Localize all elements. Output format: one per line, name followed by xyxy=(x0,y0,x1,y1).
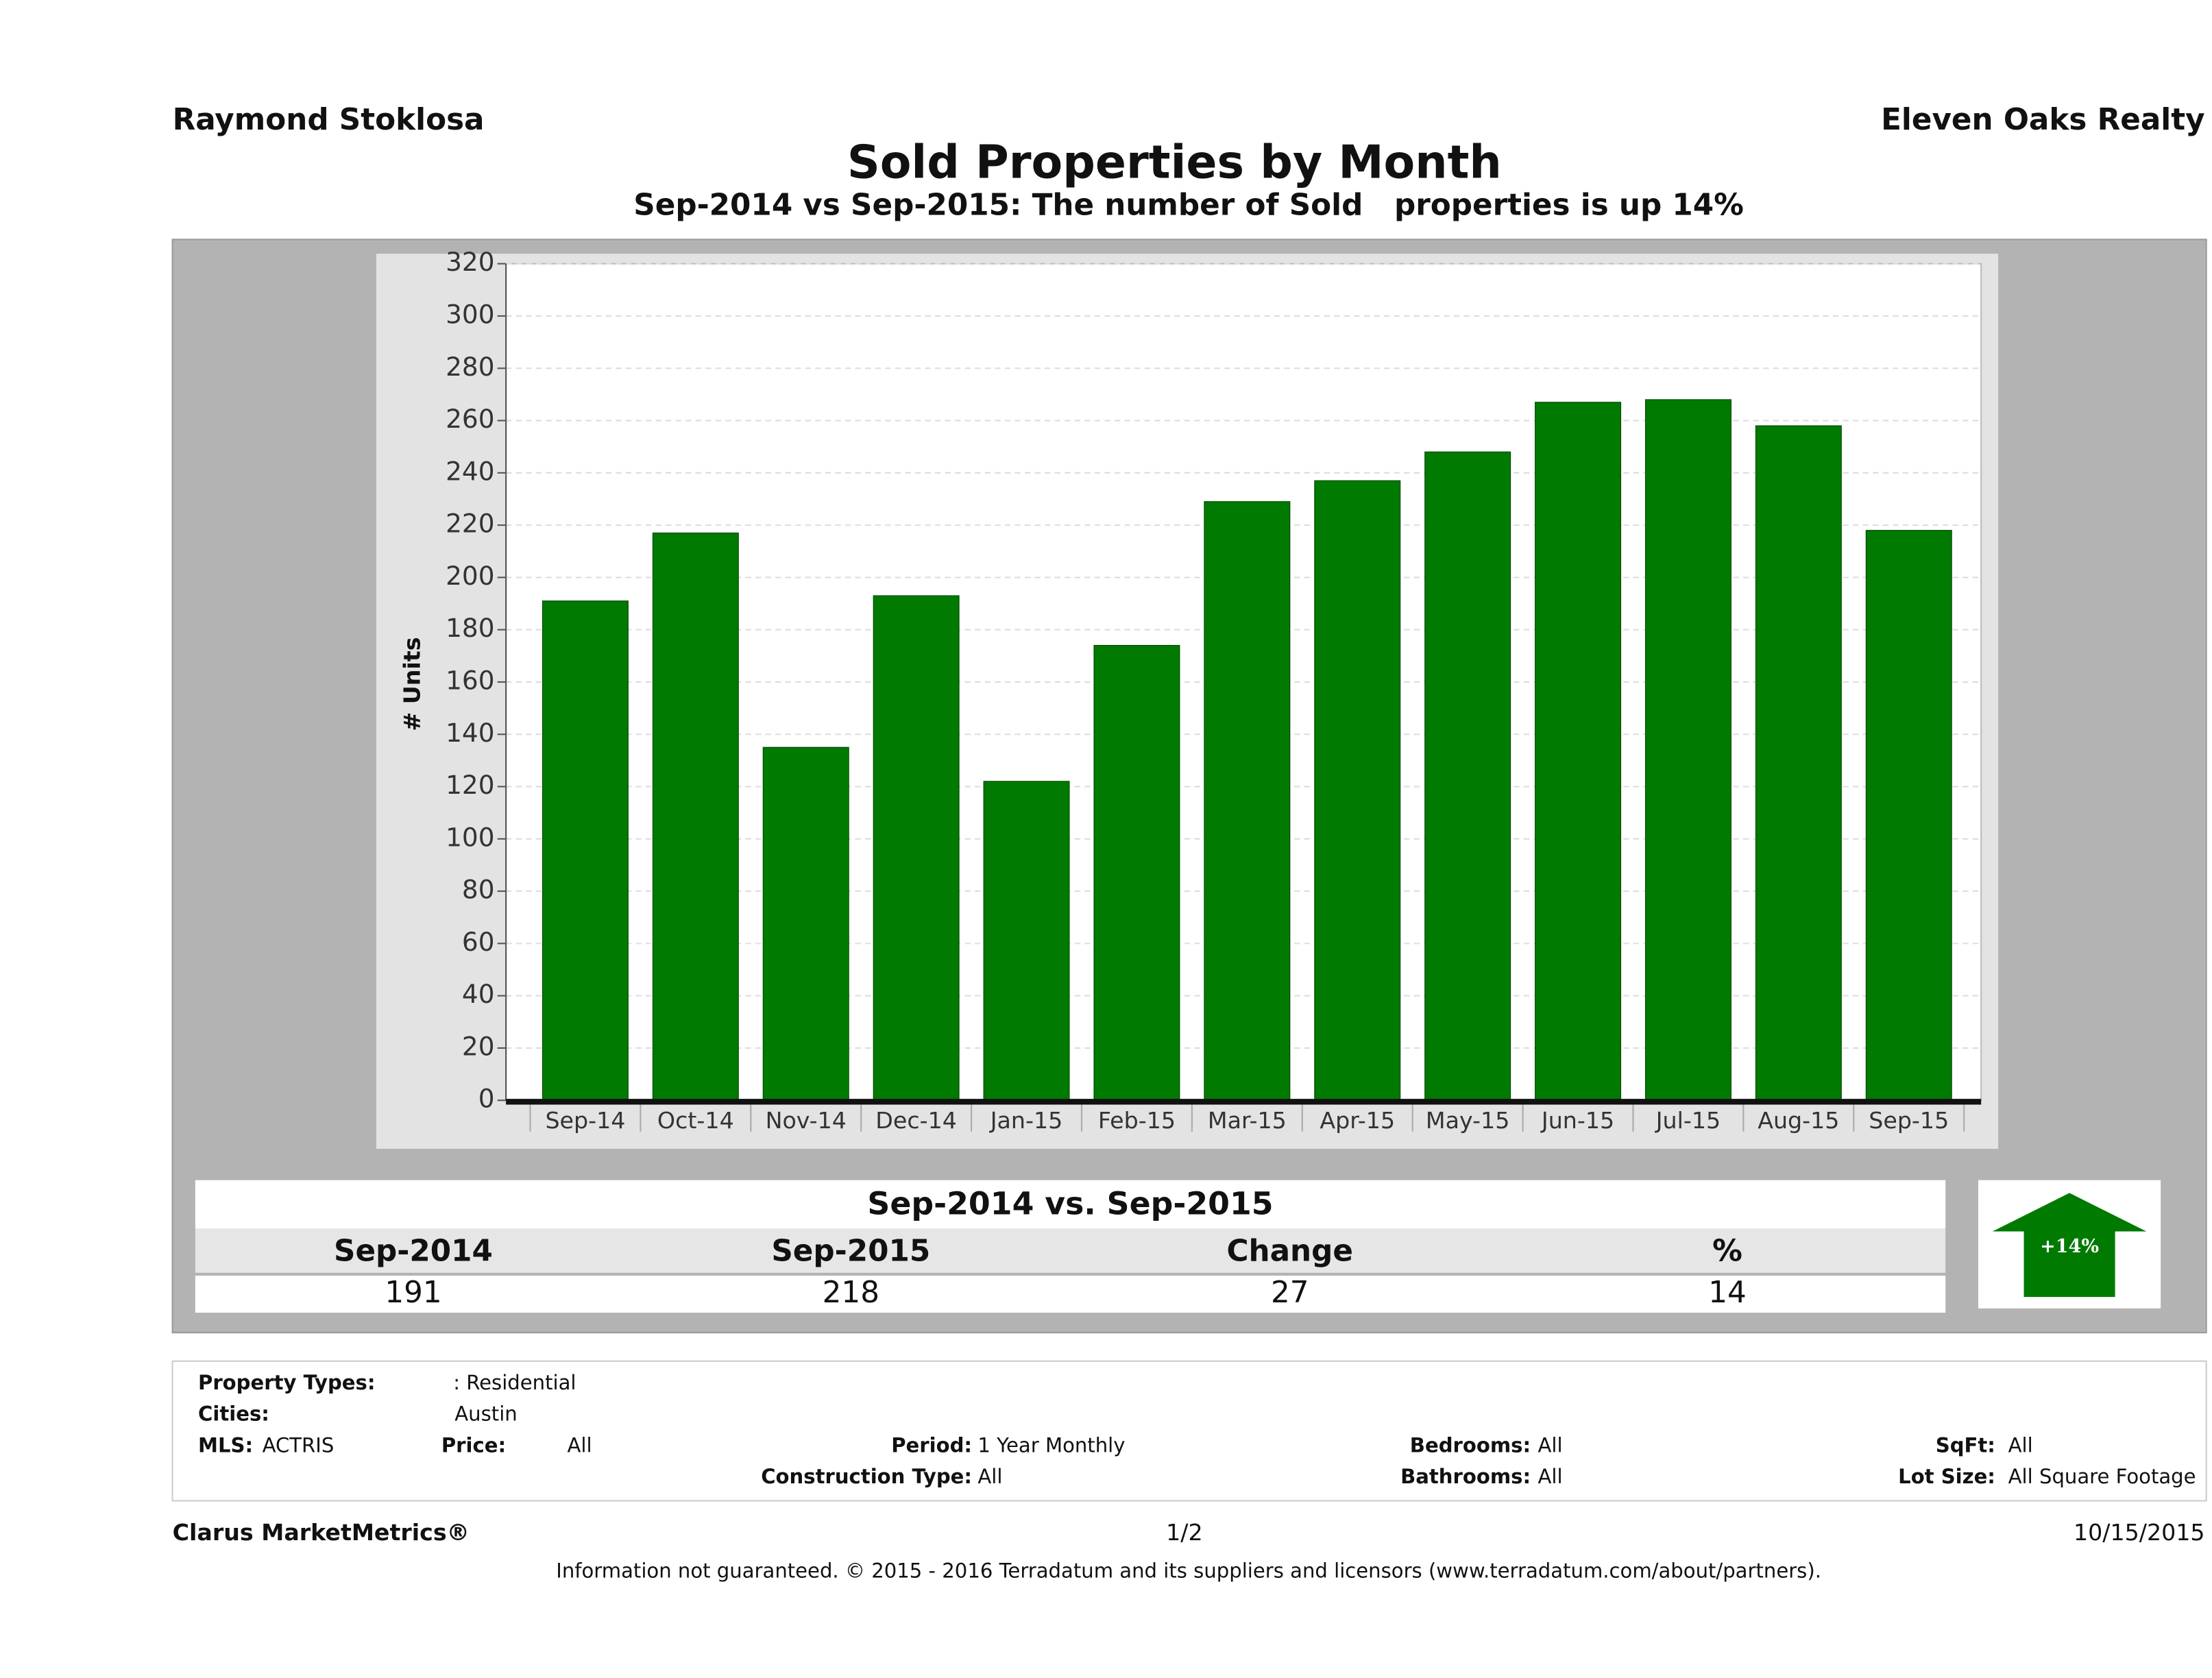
y-tick-label: 300 xyxy=(446,299,494,329)
filter-label: SqFt: xyxy=(1936,1433,1995,1457)
filter-value: All xyxy=(2008,1433,2033,1457)
filter-value: All xyxy=(1538,1433,1563,1457)
y-tick-label: 240 xyxy=(446,456,494,486)
y-tick-label: 20 xyxy=(462,1031,495,1061)
bar xyxy=(983,781,1070,1101)
summary-title-row xyxy=(195,1180,1946,1229)
x-tick-label: Apr-15 xyxy=(1320,1107,1395,1134)
y-tick-label: 0 xyxy=(478,1084,495,1114)
x-tick-label: Feb-15 xyxy=(1098,1107,1176,1134)
filter-value: All xyxy=(977,1465,1002,1488)
filter-label: Cities: xyxy=(198,1402,269,1426)
y-tick-label: 200 xyxy=(446,561,494,591)
footer-date: 10/15/2015 xyxy=(2074,1519,2205,1546)
footer-disclaimer: Information not guaranteed. © 2015 - 201… xyxy=(556,1559,1821,1582)
bar xyxy=(1644,399,1731,1101)
bar xyxy=(1755,425,1842,1101)
filter-value: All Square Footage xyxy=(2008,1465,2196,1488)
y-tick-label: 180 xyxy=(446,613,494,643)
y-tick-label: 80 xyxy=(462,875,495,905)
footer-page: 1/2 xyxy=(1166,1519,1203,1546)
chart-subtitle: Sep-2014 vs Sep-2015: The number of Sold… xyxy=(633,188,1744,223)
filter-label: Bedrooms: xyxy=(1410,1433,1531,1457)
chart-title: Sold Properties by Month xyxy=(847,135,1502,189)
y-tick-label: 40 xyxy=(462,979,495,1009)
y-tick-label: 220 xyxy=(446,509,494,539)
up-arrow xyxy=(1992,1193,2147,1298)
x-tick-label: Nov-14 xyxy=(766,1107,847,1134)
x-tick-label: Sep-14 xyxy=(545,1107,625,1134)
bar xyxy=(1865,530,1952,1101)
summary-title: Sep-2014 vs. Sep-2015 xyxy=(867,1186,1273,1222)
y-tick-label: 120 xyxy=(446,770,494,800)
summary-header: % xyxy=(1712,1234,1742,1269)
bar xyxy=(1093,644,1180,1101)
filters-box xyxy=(171,1360,2207,1502)
summary-value: 218 xyxy=(823,1275,879,1310)
summary-value: 191 xyxy=(385,1275,441,1310)
bar xyxy=(1314,480,1401,1101)
summary-header-row xyxy=(195,1228,1946,1273)
filter-value: 1 Year Monthly xyxy=(977,1433,1125,1457)
footer-brand: Clarus MarketMetrics® xyxy=(173,1519,470,1546)
filter-label: Construction Type: xyxy=(761,1465,972,1488)
bar xyxy=(873,595,960,1101)
filter-label: Price: xyxy=(441,1433,506,1457)
summary-value: 27 xyxy=(1271,1275,1309,1310)
x-tick-label: Sep-15 xyxy=(1869,1107,1949,1134)
filter-label: Bathrooms: xyxy=(1400,1465,1531,1488)
y-tick-label: 100 xyxy=(446,822,494,852)
x-tick-label: Oct-14 xyxy=(657,1107,734,1134)
summary-value-row xyxy=(195,1275,1946,1313)
x-tick-label: Dec-14 xyxy=(875,1107,957,1134)
change-badge: +14% xyxy=(2040,1236,2099,1257)
filter-label: Period: xyxy=(891,1433,972,1457)
company-name: Eleven Oaks Realty xyxy=(1881,102,2205,137)
bar xyxy=(1535,402,1622,1101)
y-tick-label: 60 xyxy=(462,927,495,957)
filter-label: Property Types: xyxy=(198,1371,375,1394)
x-tick-label: Jan-15 xyxy=(989,1107,1063,1134)
summary-value: 14 xyxy=(1708,1275,1747,1310)
filter-value: All xyxy=(1538,1465,1563,1488)
y-tick-label: 160 xyxy=(446,665,494,695)
x-tick-label: Jul-15 xyxy=(1655,1107,1721,1134)
summary-header: Change xyxy=(1226,1234,1353,1269)
bar xyxy=(1424,451,1511,1101)
bar xyxy=(652,532,739,1101)
x-tick-label: May-15 xyxy=(1426,1107,1509,1134)
bar xyxy=(1204,501,1291,1101)
y-tick-label: 280 xyxy=(446,352,494,382)
filter-value: : Residential xyxy=(453,1371,576,1394)
summary-header: Sep-2014 xyxy=(334,1234,493,1269)
y-tick-label: 140 xyxy=(446,718,494,748)
y-axis-label: # Units xyxy=(398,637,425,731)
filter-label: Lot Size: xyxy=(1898,1465,1995,1488)
filter-value: ACTRIS xyxy=(263,1433,335,1457)
y-tick-label: 320 xyxy=(446,247,494,277)
filter-value: Austin xyxy=(454,1402,517,1426)
bar xyxy=(542,600,629,1101)
agent-name: Raymond Stoklosa xyxy=(173,102,485,137)
x-tick-label: Aug-15 xyxy=(1758,1107,1839,1134)
filter-value: All xyxy=(568,1433,592,1457)
y-tick-label: 260 xyxy=(446,404,494,434)
bar xyxy=(762,746,849,1101)
summary-header: Sep-2015 xyxy=(771,1234,930,1269)
x-tick-label: Mar-15 xyxy=(1208,1107,1287,1134)
filter-label: MLS: xyxy=(198,1433,253,1457)
x-tick-label: Jun-15 xyxy=(1540,1107,1614,1134)
